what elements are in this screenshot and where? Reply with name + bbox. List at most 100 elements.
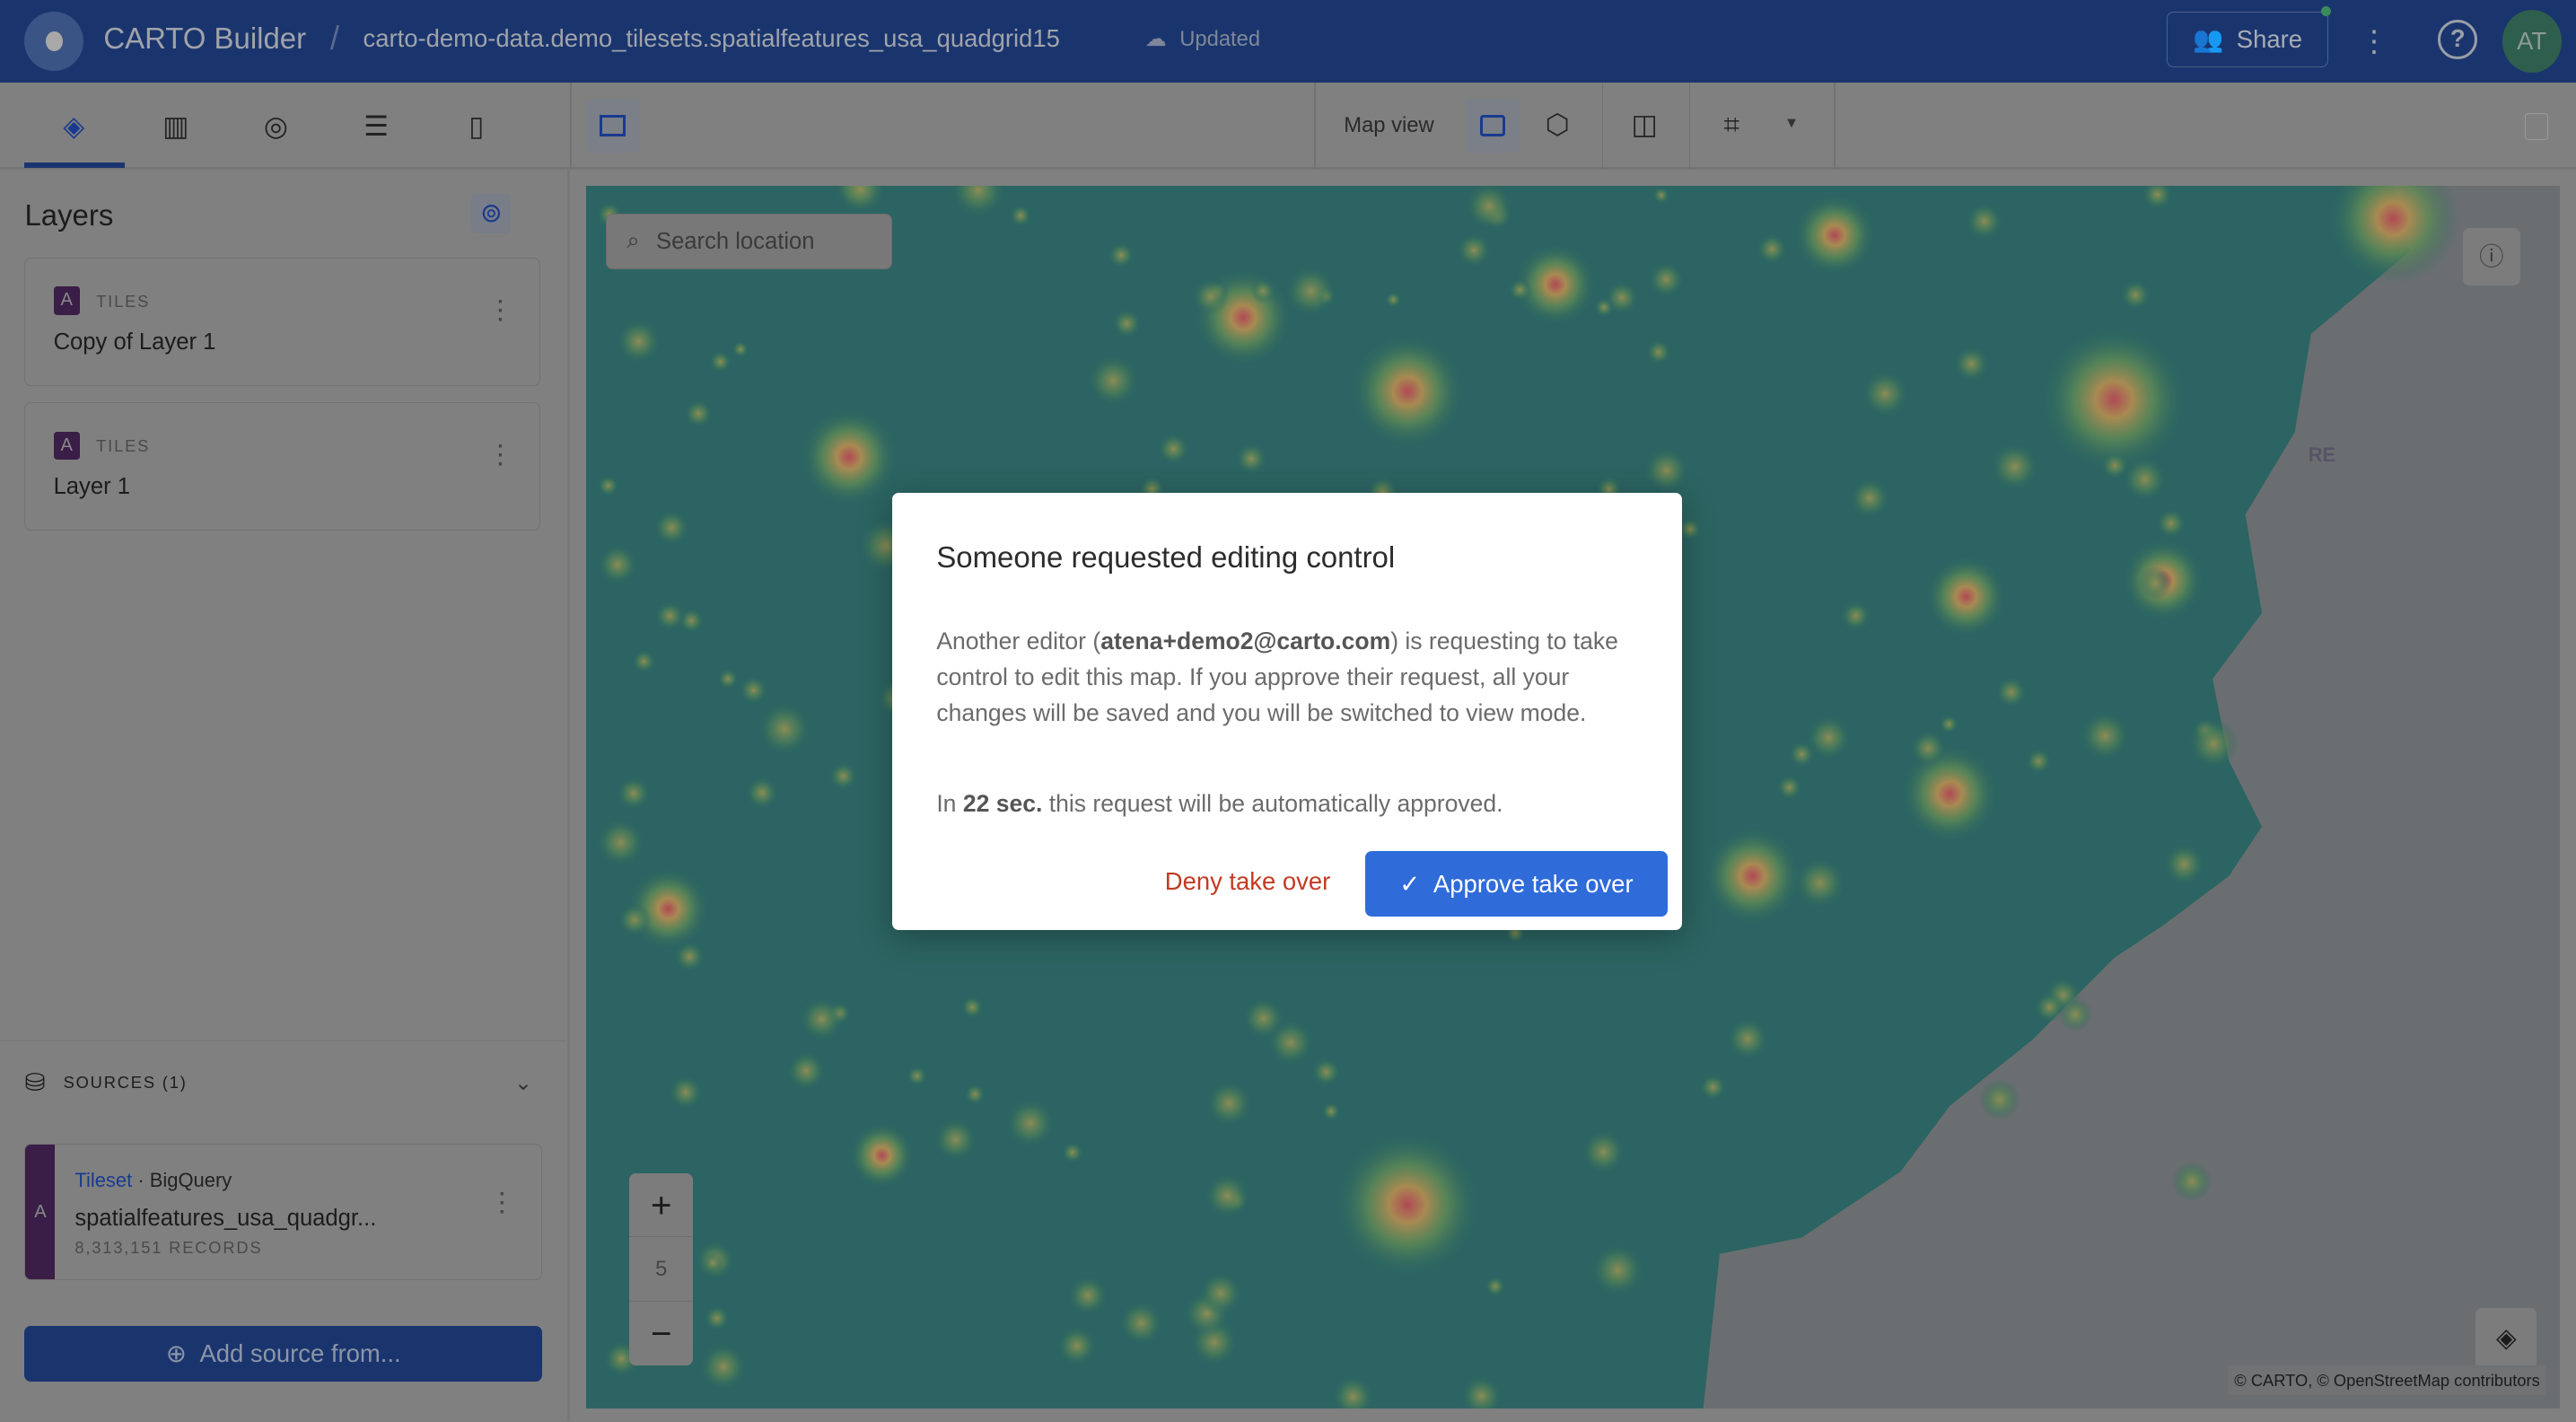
town-density-area	[703, 1252, 723, 1273]
users-icon: 👥	[2192, 24, 2224, 53]
town-density-area	[654, 601, 686, 631]
dialog-message: Another editor (atena+demo2@carto.com) i…	[936, 623, 1643, 732]
town-density-area	[596, 817, 646, 867]
town-density-area	[1235, 443, 1268, 475]
town-density-area	[1939, 714, 1959, 734]
avatar[interactable]: AT	[2502, 9, 2562, 73]
zoom-level: 5	[629, 1237, 694, 1302]
2d-view-button[interactable]	[1465, 98, 1520, 154]
town-density-area	[1979, 1078, 2021, 1120]
zoom-in-button[interactable]: +	[629, 1173, 694, 1238]
source-menu-icon[interactable]: ⋮	[488, 1187, 515, 1217]
source-name: spatialfeatures_usa_quadgr...	[74, 1205, 377, 1231]
layers-tab-icon[interactable]: ◈	[63, 110, 85, 142]
sidebar-icon	[600, 115, 626, 136]
draw-tool-icon[interactable]: ⌗	[1723, 108, 1739, 140]
message-suffix: ) is requesting to take control to edit …	[936, 627, 1618, 727]
town-density-area	[1841, 600, 1871, 631]
town-density-area	[1205, 1172, 1251, 1219]
basemap-toggle-icon[interactable]: ◈	[2475, 1307, 2537, 1369]
town-density-area	[1192, 277, 1230, 315]
town-density-area	[964, 1083, 986, 1105]
town-density-area	[1285, 265, 1337, 317]
town-density-area	[758, 701, 812, 756]
town-density-area	[1385, 291, 1402, 308]
search-location-input[interactable]: ⌕ Search location	[606, 213, 892, 270]
layer-type: TILES	[96, 436, 151, 456]
town-density-area	[1776, 774, 1803, 801]
add-source-label: Add source from...	[199, 1339, 401, 1368]
town-density-area	[704, 1304, 731, 1331]
save-status-text: Updated	[1179, 26, 1261, 51]
town-density-area	[1332, 1375, 1375, 1409]
share-button[interactable]: 👥 Share	[2167, 11, 2328, 68]
take-over-dialog: Someone requested editing control Anothe…	[891, 493, 1683, 930]
town-density-area	[829, 761, 858, 791]
town-density-area	[2188, 717, 2239, 769]
layer-name: Layer 1	[53, 474, 130, 500]
layer-badge: A	[53, 431, 80, 460]
carto-logo[interactable]	[24, 11, 84, 71]
urban-density-area	[1514, 242, 1598, 326]
more-options-icon[interactable]: ⋮	[2359, 23, 2389, 57]
chart-panel-icon[interactable]	[2525, 113, 2548, 140]
basemap-tab-icon[interactable]: ▯	[469, 110, 485, 142]
app-title: CARTO Builder	[103, 21, 307, 55]
town-density-area	[1311, 1057, 1342, 1087]
town-density-area	[709, 350, 732, 373]
town-density-area	[2058, 996, 2093, 1032]
source-type: Tileset · BigQuery	[74, 1169, 232, 1192]
town-density-area	[684, 399, 714, 428]
town-density-area	[1465, 185, 1513, 231]
town-density-area	[617, 776, 652, 811]
map-name[interactable]: carto-demo-data.demo_tilesets.spatialfea…	[363, 24, 1060, 53]
layer-menu-icon[interactable]: ⋮	[486, 439, 513, 470]
countdown-message: In 22 sec. this request will be automati…	[936, 790, 1503, 818]
town-density-area	[1806, 715, 1853, 760]
toggle-panel-button[interactable]	[586, 98, 641, 154]
layers-title: Layers	[24, 198, 114, 233]
source-badge: A	[25, 1144, 56, 1279]
sources-header[interactable]: ⛁ SOURCES (1)	[24, 1068, 187, 1097]
town-density-area	[740, 675, 769, 705]
divider	[1688, 82, 1691, 170]
approve-button[interactable]: ✓ Approve take over	[1365, 851, 1668, 917]
breadcrumb-separator: /	[329, 19, 340, 57]
town-density-area	[2139, 566, 2173, 601]
urban-density-area	[1900, 744, 2000, 843]
3d-view-icon[interactable]: ⬡	[1545, 108, 1570, 140]
map-attribution[interactable]: © CARTO, © OpenStreetMap contributors	[2227, 1365, 2547, 1396]
town-density-area	[717, 668, 740, 689]
help-icon[interactable]: ?	[2438, 19, 2478, 59]
town-density-area	[961, 996, 985, 1019]
layer-card[interactable]: A TILES Layer 1 ⋮	[24, 402, 541, 531]
info-icon[interactable]: ⓘ	[2462, 228, 2520, 286]
link-layers-icon[interactable]: ⊚	[471, 193, 512, 233]
divider	[1314, 82, 1317, 170]
town-density-area	[1582, 1129, 1626, 1174]
layer-card[interactable]: A TILES Copy of Layer 1 ⋮	[24, 258, 541, 387]
online-indicator	[2321, 6, 2332, 17]
town-density-area	[1862, 369, 1910, 418]
add-source-button[interactable]: ⊕ Add source from...	[24, 1326, 543, 1382]
zoom-control: + 5 −	[629, 1172, 694, 1366]
town-density-area	[1793, 856, 1847, 909]
interactions-tab-icon[interactable]: ◎	[263, 110, 289, 142]
widgets-tab-icon[interactable]: ▥	[162, 110, 189, 142]
legend-tab-icon[interactable]: ☰	[364, 110, 390, 142]
countdown-value: 22 sec.	[962, 790, 1043, 818]
split-view-icon[interactable]: ◫	[1631, 108, 1658, 140]
map-2d-icon	[1480, 115, 1505, 136]
share-label: Share	[2236, 24, 2302, 53]
chevron-down-icon[interactable]: ⌄	[513, 1070, 532, 1095]
town-density-area	[2156, 507, 2187, 539]
deny-button[interactable]: Deny take over	[1164, 867, 1331, 896]
layer-menu-icon[interactable]: ⋮	[486, 294, 513, 325]
zoom-out-button[interactable]: −	[650, 1312, 672, 1354]
divider	[1601, 82, 1604, 170]
source-card[interactable]: A Tileset · BigQuery spatialfeatures_usa…	[24, 1143, 543, 1280]
town-density-area	[1990, 442, 2040, 492]
database-icon: ⛁	[24, 1067, 48, 1096]
urban-density-area	[2040, 325, 2189, 474]
caret-down-icon[interactable]: ▼	[1783, 115, 1800, 132]
